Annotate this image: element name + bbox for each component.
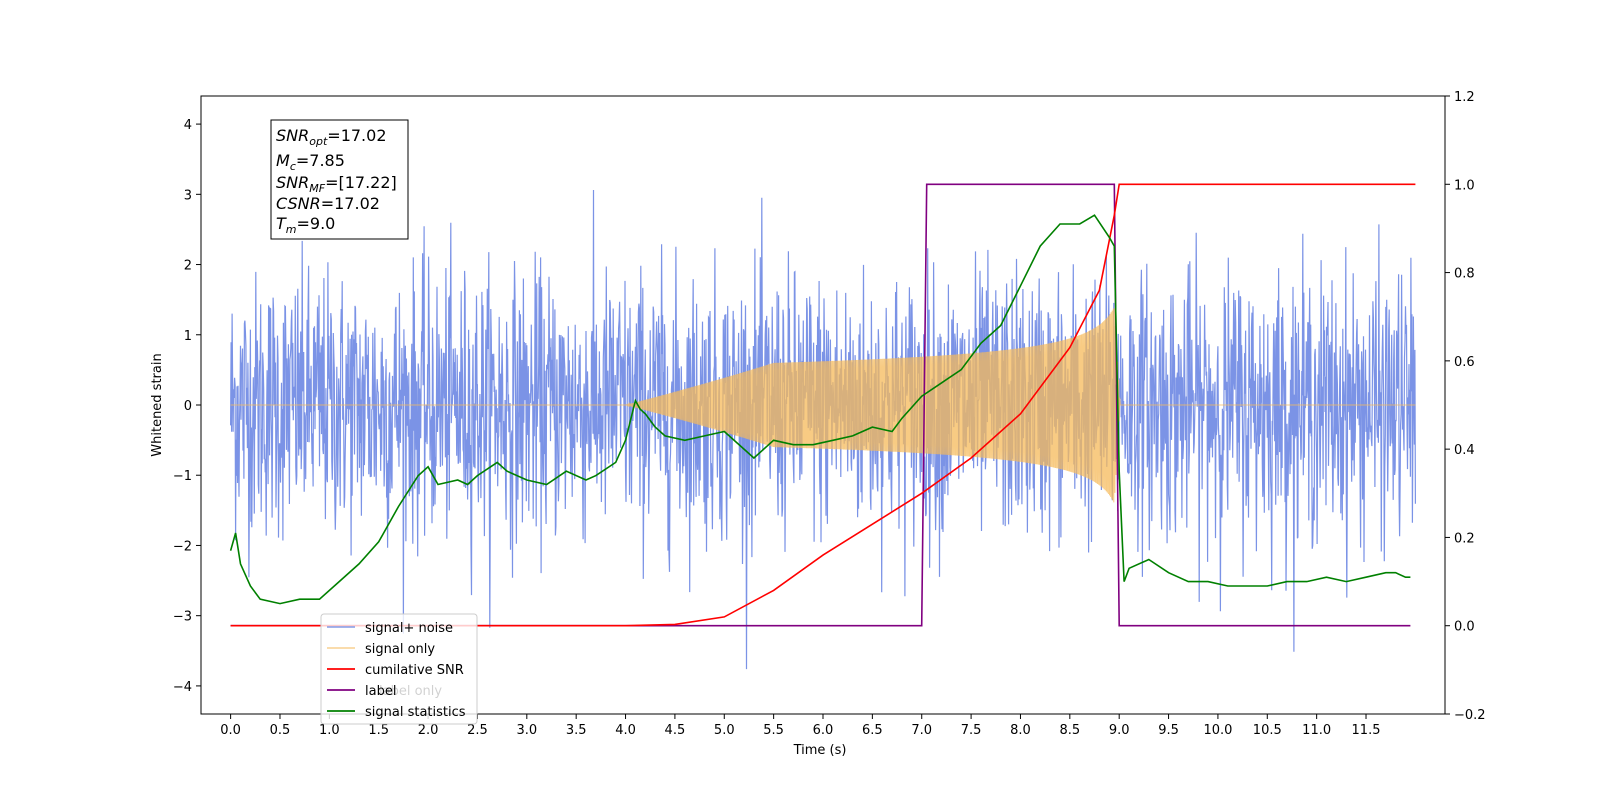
- y-right-tick-label: 0.4: [1454, 443, 1475, 458]
- x-tick-label: 3.0: [516, 723, 537, 738]
- x-tick-label: 8.5: [1059, 723, 1080, 738]
- y-left-tick-label: 1: [184, 329, 192, 344]
- x-tick-label: 6.0: [813, 723, 834, 738]
- annotation-tm: Tm=9.0: [276, 214, 335, 236]
- legend-box: [320, 613, 478, 725]
- y-right-tick-label: 0.6: [1454, 355, 1475, 370]
- x-tick-label: 7.0: [911, 723, 932, 738]
- legend-hidden-entry: label only: [379, 684, 442, 699]
- x-tick-label: 10.5: [1253, 723, 1282, 738]
- y-left-tick-label: 3: [184, 188, 192, 203]
- signal-only-series: [230, 308, 1416, 503]
- y-right-tick-label: 0.8: [1454, 267, 1475, 282]
- x-tick-label: 0.0: [220, 723, 241, 738]
- legend-entry: signal+ noise: [365, 621, 453, 636]
- legend-entry: label: [365, 684, 396, 699]
- legend-entry: signal statistics: [365, 705, 466, 720]
- x-tick-label: 11.5: [1352, 723, 1381, 738]
- x-tick-label: 2.0: [418, 723, 439, 738]
- x-tick-label: 2.5: [467, 723, 488, 738]
- y-left-tick-label: 4: [184, 118, 192, 133]
- x-tick-label: 1.5: [368, 723, 389, 738]
- x-tick-label: 5.0: [714, 723, 735, 738]
- label-line: [230, 183, 1411, 627]
- y-left-tick-label: −4: [173, 680, 192, 695]
- annotation-csnr: CSNR=17.02: [276, 194, 380, 213]
- signal-only-line: [230, 308, 1416, 503]
- y-right-tick-label: −0.2: [1454, 708, 1486, 723]
- y-left-tick-label: −1: [173, 469, 192, 484]
- legend-entry: cumilative SNR: [365, 663, 464, 678]
- y-left-tick-label: 0: [184, 399, 192, 414]
- x-tick-label: 5.5: [763, 723, 784, 738]
- x-axis: 0.0 0.5 1.0 1.5 2.0 2.5 3.0 3.5 4.0 4.5 5.0 5.5 6.0 6…: [220, 714, 1380, 738]
- y-right-tick-label: 0.0: [1454, 620, 1475, 635]
- x-tick-label: 4.5: [665, 723, 686, 738]
- y-left-tick-label: −3: [173, 610, 192, 625]
- y-right-tick-label: 1.2: [1454, 90, 1475, 105]
- y-left-tick-label: 2: [184, 259, 192, 274]
- legend-entry: signal only: [365, 642, 435, 657]
- signal-statistics-line: [229, 214, 1411, 605]
- x-tick-label: 4.0: [615, 723, 636, 738]
- y-axis-right: 1.2 1.0 0.8 0.6 0.4 0.2 0.0 −0.2: [1445, 90, 1486, 723]
- x-tick-label: 3.5: [566, 723, 587, 738]
- annotation-mc: Mc=7.85: [276, 151, 345, 173]
- x-axis-label: Time (s): [793, 743, 847, 758]
- y-axis-left: 4 3 2 1 0 −1 −2 −3 −4: [173, 118, 201, 695]
- x-tick-label: 9.5: [1158, 723, 1179, 738]
- x-tick-label: 7.5: [961, 723, 982, 738]
- annotation-snr-opt: SNRopt=17.02: [276, 126, 387, 148]
- legend: signal+ noise signal only cumilative SNR la…: [320, 613, 478, 725]
- annotation-snr-mf: SNRMF=[17.22]: [276, 173, 397, 195]
- y-axis-label: Whitened strain: [150, 353, 165, 456]
- x-tick-label: 1.0: [319, 723, 340, 738]
- y-right-tick-label: 0.2: [1454, 531, 1475, 546]
- y-right-tick-label: 1.0: [1454, 178, 1475, 193]
- x-tick-label: 9.0: [1109, 723, 1130, 738]
- annotation-box: SNRopt=17.02 Mc=7.85 SNRMF=[17.22] CSNR=…: [270, 119, 409, 240]
- x-tick-label: 6.5: [862, 723, 883, 738]
- x-tick-label: 8.0: [1010, 723, 1031, 738]
- cumulative-snr-line: [230, 183, 1416, 627]
- x-tick-label: 10.0: [1203, 723, 1232, 738]
- x-tick-label: 0.5: [270, 723, 291, 738]
- y-left-tick-label: −2: [173, 539, 192, 554]
- x-tick-label: 11.0: [1302, 723, 1331, 738]
- right-axis-series: [229, 183, 1416, 627]
